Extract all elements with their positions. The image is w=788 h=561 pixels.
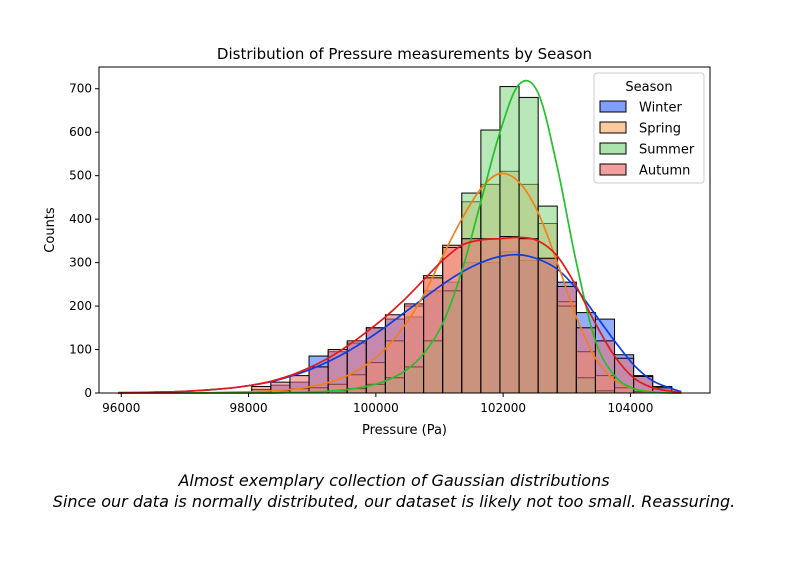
y-tick-label: 700 <box>69 82 92 96</box>
legend-swatch <box>599 121 627 134</box>
y-tick-label: 0 <box>84 386 92 400</box>
legend-item-autumn: Autumn <box>599 163 690 179</box>
caption-line-2: Since our data is normally distributed, … <box>52 492 736 511</box>
y-tick-label: 400 <box>69 212 92 226</box>
bar <box>289 375 310 394</box>
x-tick-label: 98000 <box>229 401 267 415</box>
x-tick-label: 100000 <box>353 401 399 415</box>
bar <box>556 286 577 394</box>
bar <box>308 366 329 394</box>
y-tick-label: 100 <box>69 343 92 357</box>
legend-item-spring: Spring <box>599 121 681 137</box>
y-tick-label: 500 <box>69 169 92 183</box>
legend-swatch <box>599 142 627 155</box>
plot-frame <box>98 66 711 394</box>
y-tick-label: 600 <box>69 125 92 139</box>
legend-items: Winter Spring Summer Autumn <box>599 100 695 179</box>
x-axis-label: Pressure (Pa) <box>362 423 447 438</box>
bar <box>404 303 425 394</box>
legend-label: Autumn <box>639 164 690 179</box>
legend-label: Spring <box>639 122 681 137</box>
legend-item-winter: Winter <box>599 100 683 116</box>
legend: Season Winter Spring Summer Autumn <box>593 72 705 184</box>
chart-title: Distribution of Pressure measurements by… <box>217 45 592 63</box>
legend-swatch <box>599 100 627 113</box>
bar <box>537 257 558 394</box>
x-axis-ticks: 96000 98000 100000 102000 104000 <box>102 393 653 415</box>
bar <box>384 314 405 394</box>
y-tick-label: 300 <box>69 256 92 270</box>
histogram-bars <box>251 86 673 394</box>
y-axis-label: Counts <box>43 207 58 253</box>
y-axis-ticks: 0 100 200 300 400 500 600 700 <box>69 82 99 400</box>
legend-label: Winter <box>639 101 683 116</box>
x-tick-label: 104000 <box>608 401 654 415</box>
bar <box>518 238 539 394</box>
legend-label: Summer <box>639 143 695 158</box>
legend-title: Season <box>625 80 672 95</box>
x-tick-label: 96000 <box>102 401 140 415</box>
legend-swatch <box>599 163 627 176</box>
legend-item-summer: Summer <box>599 142 695 158</box>
kde-line-autumn <box>118 236 682 394</box>
caption-line-1: Almost exemplary collection of Gaussian … <box>178 471 610 490</box>
x-tick-label: 102000 <box>480 401 526 415</box>
y-tick-label: 200 <box>69 299 92 313</box>
bar <box>442 246 463 394</box>
bar <box>499 236 520 394</box>
